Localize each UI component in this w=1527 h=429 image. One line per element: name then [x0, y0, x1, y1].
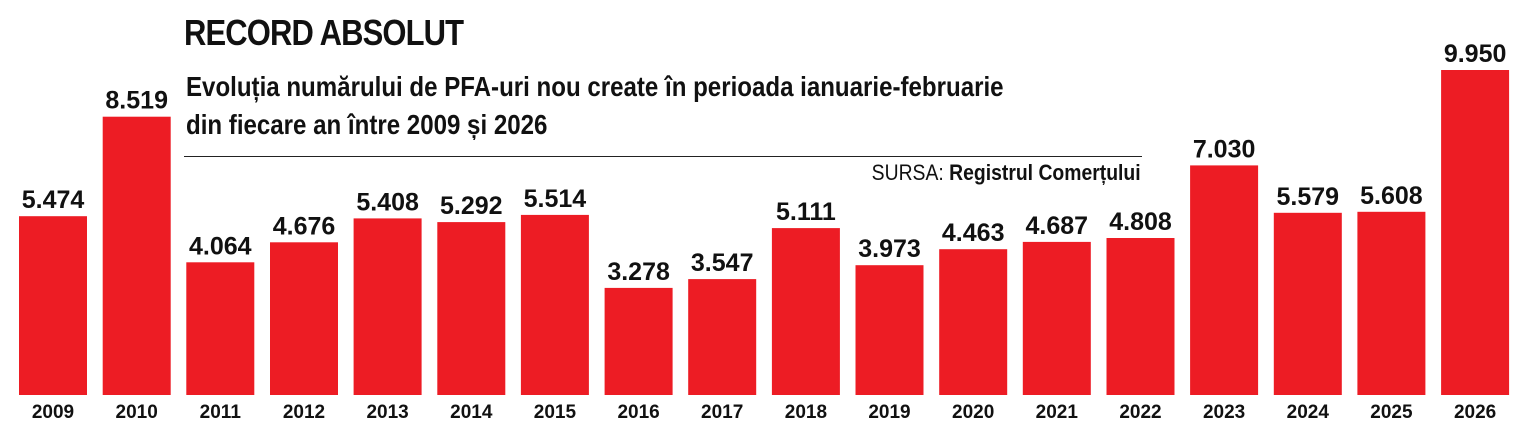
bar-2014	[437, 222, 506, 395]
x-tick-2012: 2012	[283, 402, 325, 423]
value-label-2012: 4.676	[273, 212, 336, 240]
value-label-2017: 3.547	[691, 249, 754, 277]
bar-2009	[19, 216, 87, 395]
x-tick-2014: 2014	[450, 402, 493, 423]
value-label-2016: 3.278	[607, 258, 670, 286]
x-tick-2009: 2009	[32, 402, 74, 423]
x-tick-2010: 2010	[116, 402, 158, 423]
value-label-2011: 4.064	[189, 232, 252, 260]
x-tick-2023: 2023	[1203, 402, 1245, 423]
value-label-2015: 5.514	[524, 185, 587, 213]
x-tick-2013: 2013	[366, 402, 408, 423]
x-tick-2020: 2020	[952, 402, 994, 423]
bar-2010	[102, 116, 171, 395]
bar-2013	[353, 218, 422, 395]
value-label-2013: 5.408	[356, 188, 419, 216]
bar-2012	[270, 242, 338, 395]
source-label: SURSA:	[872, 160, 945, 185]
x-tick-2021: 2021	[1036, 402, 1079, 423]
bar-2025	[1357, 211, 1426, 395]
x-tick-2026: 2026	[1454, 402, 1496, 423]
chart-subtitle: Evoluția numărului de PFA-uri nou create…	[186, 68, 1004, 144]
bar-2018	[771, 228, 840, 395]
value-label-2020: 4.463	[942, 219, 1005, 247]
bar-2016	[604, 287, 673, 395]
bar-2021	[1022, 241, 1091, 395]
value-label-2026: 9.950	[1444, 40, 1507, 68]
value-label-2009: 5.474	[22, 186, 85, 214]
x-tick-2019: 2019	[868, 402, 910, 423]
x-tick-2022: 2022	[1119, 402, 1161, 423]
source-value: Registrul Comerțului	[949, 160, 1141, 185]
value-label-2019: 3.973	[858, 235, 921, 263]
bar-2026	[1441, 70, 1510, 395]
x-tick-2015: 2015	[534, 402, 577, 423]
bar-2017	[688, 279, 757, 395]
x-tick-2024: 2024	[1287, 402, 1330, 423]
bar-2023	[1190, 165, 1259, 395]
x-tick-2017: 2017	[701, 402, 743, 423]
bar-2015	[520, 214, 589, 395]
value-label-2025: 5.608	[1360, 182, 1423, 210]
bar-2011	[186, 262, 255, 395]
bar-2022	[1106, 238, 1175, 395]
source-note: SURSA: Registrul Comerțului	[872, 160, 1141, 186]
bar-2019	[855, 265, 924, 395]
x-tick-2016: 2016	[617, 402, 659, 423]
value-label-2010: 8.519	[105, 87, 168, 115]
bar-2024	[1273, 212, 1342, 395]
x-tick-2025: 2025	[1370, 402, 1413, 423]
value-label-2021: 4.687	[1026, 212, 1089, 240]
x-tick-2018: 2018	[785, 402, 827, 423]
bar-2020	[939, 249, 1008, 395]
chart-title: RECORD ABSOLUT	[184, 12, 464, 53]
value-label-2014: 5.292	[440, 192, 503, 220]
chart-subtitle-line-1: Evoluția numărului de PFA-uri nou create…	[186, 71, 1004, 102]
value-label-2024: 5.579	[1277, 183, 1340, 211]
value-label-2023: 7.030	[1193, 135, 1256, 163]
value-label-2022: 4.808	[1109, 208, 1172, 236]
x-tick-2011: 2011	[200, 402, 242, 423]
value-label-2018: 5.111	[776, 198, 836, 226]
title-divider	[184, 156, 1142, 157]
chart-subtitle-line-2: din fiecare an între 2009 și 2026	[186, 109, 548, 140]
